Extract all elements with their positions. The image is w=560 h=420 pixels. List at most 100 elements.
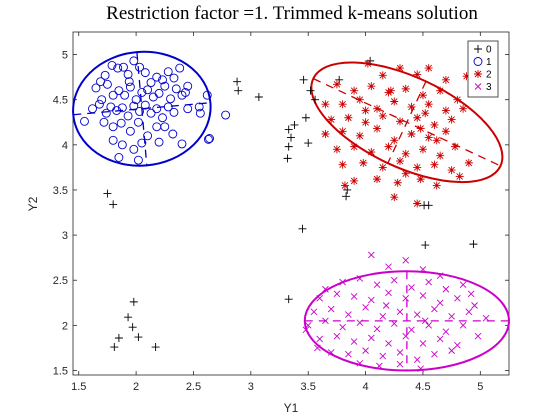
cluster-2-point bbox=[451, 142, 460, 151]
cluster-0-point bbox=[233, 77, 242, 86]
cluster-2-point bbox=[424, 100, 433, 109]
cluster-3-point bbox=[436, 272, 444, 280]
cluster-2-point bbox=[401, 84, 410, 93]
cluster-1-point bbox=[124, 77, 134, 87]
cluster-3-point bbox=[373, 325, 381, 333]
x-tick-label: 2.5 bbox=[186, 381, 201, 393]
cluster-2-point bbox=[327, 115, 336, 124]
axis-ticks: 1.5 2 2.5 3 3.5 4 4.5 5 1.5 2 2.5 3 3.5 4 4.5 5 bbox=[53, 32, 509, 393]
cluster-3-point bbox=[385, 340, 392, 347]
cluster-2-point bbox=[436, 86, 445, 95]
cluster-3-point bbox=[442, 285, 450, 293]
cluster-1-point bbox=[114, 86, 124, 96]
cluster-1-point bbox=[114, 153, 124, 162]
cluster-2-point bbox=[338, 160, 347, 169]
cluster-3-point bbox=[431, 350, 438, 358]
cluster-3-point bbox=[454, 294, 461, 302]
y-tick-label: 1.5 bbox=[53, 365, 68, 377]
cluster-2-point bbox=[338, 127, 347, 136]
cluster-0-point bbox=[254, 92, 263, 101]
cluster-0-point bbox=[103, 189, 112, 198]
cluster-2-point bbox=[455, 172, 464, 181]
cluster-3-point bbox=[362, 347, 369, 354]
y-tick-label: 4 bbox=[62, 140, 68, 152]
cluster-1-point bbox=[135, 62, 144, 72]
cluster-0-point bbox=[234, 86, 243, 95]
cluster-3-point bbox=[436, 299, 444, 307]
cluster-2-point bbox=[363, 59, 372, 68]
cluster-1-point bbox=[97, 95, 107, 105]
cluster-2-point bbox=[441, 75, 450, 84]
cluster-1-point bbox=[88, 104, 97, 114]
cluster-1-point bbox=[183, 81, 193, 91]
x-tick-label: 1.5 bbox=[71, 381, 86, 393]
cluster-3-point bbox=[448, 347, 455, 354]
cluster-2-point bbox=[373, 104, 382, 113]
cluster-3-point bbox=[382, 302, 390, 309]
cluster-1-point bbox=[177, 139, 187, 149]
cluster-2-point bbox=[378, 71, 387, 80]
cluster-0-point bbox=[114, 333, 123, 342]
cluster-1-point bbox=[195, 108, 205, 118]
cluster-2-point bbox=[430, 160, 439, 169]
cluster-3-point bbox=[327, 305, 335, 313]
cluster-3-point bbox=[316, 335, 324, 343]
cluster-3-point bbox=[402, 332, 410, 340]
cluster-3-point bbox=[413, 356, 421, 363]
cluster-3-point bbox=[467, 290, 475, 298]
cluster-3-point bbox=[327, 349, 335, 356]
cluster-2-point bbox=[418, 145, 427, 154]
cluster-3-point bbox=[425, 278, 433, 286]
cluster-3-point bbox=[379, 352, 387, 360]
y-tick-label: 2.5 bbox=[53, 275, 68, 287]
cluster-1-point bbox=[194, 102, 204, 112]
cluster-0-point bbox=[306, 86, 315, 95]
cluster-3-point bbox=[333, 290, 341, 298]
x-tick-label: 4 bbox=[363, 381, 369, 393]
cluster-2-point bbox=[453, 95, 462, 104]
cluster-2-point bbox=[436, 151, 445, 160]
cluster-3-point bbox=[367, 251, 375, 259]
cluster-0-point bbox=[109, 200, 118, 209]
cluster-1-point bbox=[221, 110, 231, 120]
cluster-3-point bbox=[314, 344, 321, 352]
series-2 bbox=[321, 59, 473, 208]
y-tick-label: 4.5 bbox=[53, 95, 68, 107]
cluster-1-point bbox=[113, 63, 123, 73]
x-tick-label: 2 bbox=[133, 381, 139, 393]
cluster-3-point bbox=[396, 349, 404, 356]
cluster-3-point bbox=[474, 332, 482, 340]
cluster-0-point bbox=[469, 240, 478, 249]
cluster-2-point bbox=[321, 129, 330, 138]
cluster-3-point bbox=[376, 362, 383, 370]
cluster-2-point bbox=[441, 106, 450, 115]
cluster-1-point bbox=[100, 70, 110, 80]
cluster-3-point bbox=[385, 289, 392, 297]
cluster-0-point bbox=[284, 295, 293, 304]
cluster-2-point bbox=[321, 100, 330, 109]
cluster-0-point bbox=[311, 95, 320, 104]
cluster-2-point bbox=[393, 178, 402, 187]
cluster-2-point bbox=[407, 102, 416, 111]
cluster-1-point bbox=[171, 84, 181, 94]
cluster-2-point bbox=[367, 148, 376, 157]
cluster-1-point bbox=[129, 56, 139, 66]
cluster-1-point bbox=[146, 78, 156, 87]
cluster-1-point bbox=[140, 100, 150, 110]
cluster-3-point bbox=[402, 257, 410, 264]
cluster-3-point bbox=[339, 278, 346, 286]
cluster-2-point bbox=[432, 181, 441, 190]
cluster-2-point bbox=[386, 86, 395, 95]
cluster-1-point bbox=[202, 90, 212, 100]
cluster-3-point bbox=[413, 311, 421, 318]
cluster-3-point bbox=[322, 285, 329, 293]
cluster-2-point bbox=[430, 120, 439, 129]
y-axis-label: Y2 bbox=[26, 196, 40, 211]
cluster-1-point bbox=[94, 99, 104, 109]
cluster-3-point bbox=[408, 326, 415, 334]
cluster-3-point bbox=[396, 308, 404, 316]
cluster-1-point bbox=[119, 62, 128, 72]
cluster-2-point bbox=[359, 158, 368, 167]
cluster-1-point bbox=[137, 88, 147, 97]
